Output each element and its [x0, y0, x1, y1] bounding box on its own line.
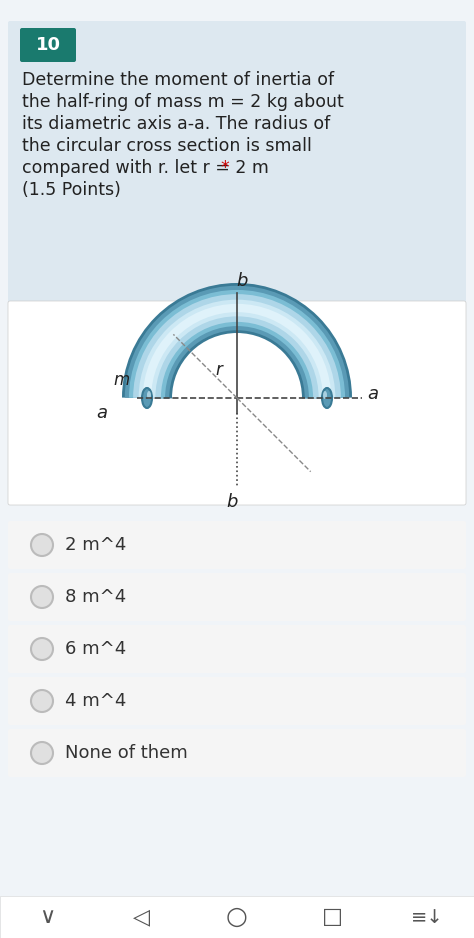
- Text: ◁: ◁: [134, 907, 151, 927]
- Circle shape: [31, 638, 53, 660]
- Text: b: b: [226, 493, 237, 511]
- FancyBboxPatch shape: [8, 21, 466, 320]
- FancyBboxPatch shape: [8, 301, 466, 505]
- Ellipse shape: [142, 388, 152, 408]
- Ellipse shape: [322, 388, 332, 408]
- Text: m: m: [114, 371, 130, 389]
- FancyBboxPatch shape: [8, 625, 466, 673]
- Bar: [0, 896, 474, 938]
- Circle shape: [31, 534, 53, 556]
- Text: □: □: [321, 907, 343, 927]
- Text: ≡↓: ≡↓: [410, 907, 443, 927]
- Text: the half-ring of mass m = 2 kg about: the half-ring of mass m = 2 kg about: [22, 93, 344, 111]
- Text: a: a: [367, 385, 378, 403]
- Text: the circular cross section is small: the circular cross section is small: [22, 137, 312, 155]
- Text: b: b: [237, 272, 248, 290]
- FancyBboxPatch shape: [8, 729, 466, 777]
- FancyBboxPatch shape: [8, 573, 466, 621]
- FancyBboxPatch shape: [20, 28, 76, 62]
- Circle shape: [31, 690, 53, 712]
- FancyBboxPatch shape: [8, 677, 466, 725]
- Text: ○: ○: [226, 905, 248, 929]
- Text: 4 m^4: 4 m^4: [65, 692, 127, 710]
- FancyBboxPatch shape: [8, 521, 466, 569]
- Text: *: *: [221, 159, 229, 177]
- Text: compared with r. let r = 2 m: compared with r. let r = 2 m: [22, 159, 274, 177]
- Text: a: a: [96, 404, 107, 422]
- Text: 10: 10: [36, 36, 61, 54]
- Text: 6 m^4: 6 m^4: [65, 640, 126, 658]
- Ellipse shape: [323, 391, 327, 399]
- Circle shape: [31, 586, 53, 608]
- Text: 2 m^4: 2 m^4: [65, 536, 127, 554]
- Text: Determine the moment of inertia of: Determine the moment of inertia of: [22, 71, 334, 89]
- Text: 8 m^4: 8 m^4: [65, 588, 126, 606]
- Circle shape: [31, 742, 53, 764]
- Text: ∨: ∨: [39, 907, 55, 927]
- Text: (1.5 Points): (1.5 Points): [22, 181, 121, 199]
- Text: None of them: None of them: [65, 744, 188, 762]
- Text: r: r: [216, 361, 222, 379]
- Text: its diametric axis a-a. The radius of: its diametric axis a-a. The radius of: [22, 115, 330, 133]
- Ellipse shape: [147, 391, 151, 399]
